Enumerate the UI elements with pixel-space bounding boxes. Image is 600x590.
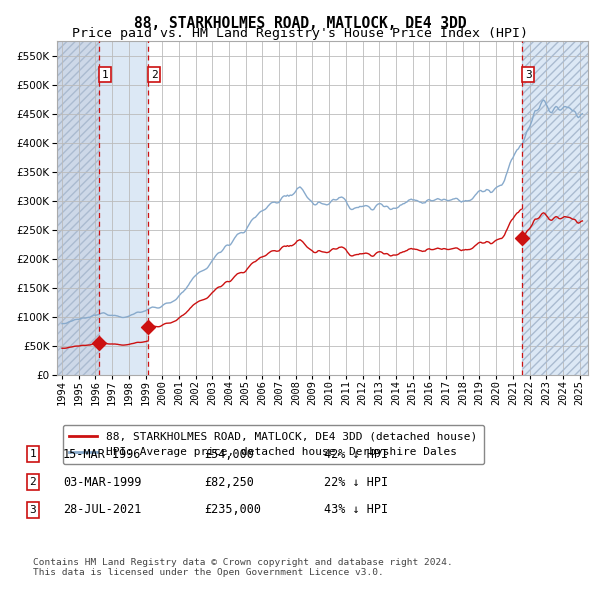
Bar	[57, 41, 99, 375]
Text: 15-MAR-1996: 15-MAR-1996	[63, 448, 142, 461]
Text: £82,250: £82,250	[204, 476, 254, 489]
Text: 88, STARKHOLMES ROAD, MATLOCK, DE4 3DD: 88, STARKHOLMES ROAD, MATLOCK, DE4 3DD	[134, 16, 466, 31]
Point	[143, 322, 153, 332]
Text: £54,000: £54,000	[204, 448, 254, 461]
Text: 3: 3	[525, 70, 532, 80]
Text: £235,000: £235,000	[204, 503, 261, 516]
Text: 42% ↓ HPI: 42% ↓ HPI	[324, 448, 388, 461]
Text: 2: 2	[151, 70, 158, 80]
Text: Price paid vs. HM Land Registry's House Price Index (HPI): Price paid vs. HM Land Registry's House …	[72, 27, 528, 40]
Point	[518, 234, 527, 243]
Legend: 88, STARKHOLMES ROAD, MATLOCK, DE4 3DD (detached house), HPI: Average price, det: 88, STARKHOLMES ROAD, MATLOCK, DE4 3DD (…	[62, 425, 484, 464]
Text: 3: 3	[29, 505, 37, 514]
Bar	[57, 41, 99, 375]
Text: 03-MAR-1999: 03-MAR-1999	[63, 476, 142, 489]
Bar	[99, 41, 148, 375]
Bar	[523, 41, 588, 375]
Point	[94, 339, 104, 348]
Text: 22% ↓ HPI: 22% ↓ HPI	[324, 476, 388, 489]
Text: 1: 1	[101, 70, 108, 80]
Text: 43% ↓ HPI: 43% ↓ HPI	[324, 503, 388, 516]
Text: 1: 1	[29, 450, 37, 459]
Bar	[523, 41, 588, 375]
Text: 2: 2	[29, 477, 37, 487]
Text: Contains HM Land Registry data © Crown copyright and database right 2024.
This d: Contains HM Land Registry data © Crown c…	[33, 558, 453, 577]
Text: 28-JUL-2021: 28-JUL-2021	[63, 503, 142, 516]
